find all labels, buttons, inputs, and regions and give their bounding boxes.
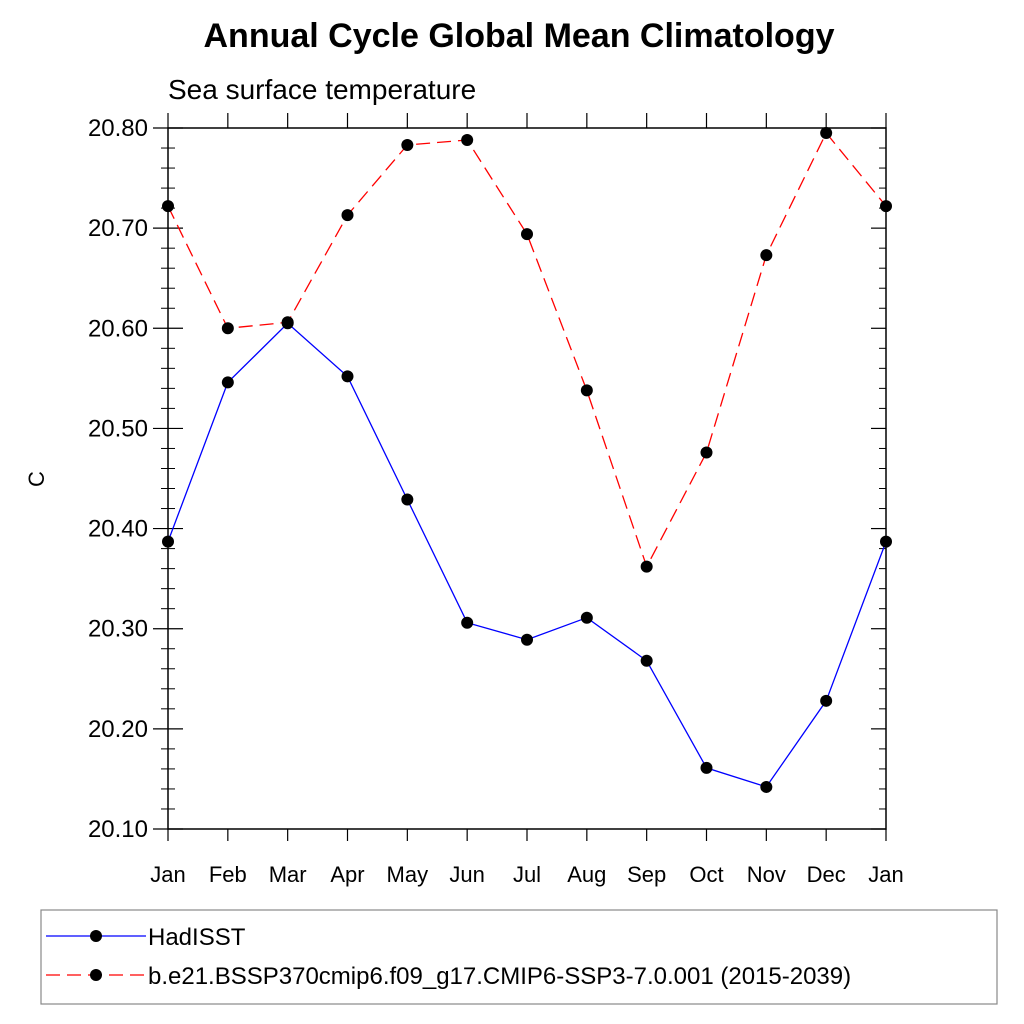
chart-title: Annual Cycle Global Mean Climatology <box>204 17 835 55</box>
series-layer <box>162 127 892 793</box>
legend-label-2: b.e21.BSSP370cmip6.f09_g17.CMIP6-SSP3-7.… <box>148 963 851 990</box>
x-tick-label: Jun <box>449 862 484 887</box>
x-tick-label: Oct <box>689 862 723 887</box>
y-tick-label: 20.80 <box>88 115 148 142</box>
x-tick-label: Aug <box>567 862 606 887</box>
series-line-1 <box>167 322 887 788</box>
legend-marker-1 <box>90 930 102 942</box>
series-2-point <box>221 322 234 335</box>
series-2-point <box>700 446 713 459</box>
chart-subtitle: Sea surface temperature <box>168 74 476 105</box>
y-tick-label: 20.60 <box>88 315 148 342</box>
series-1-point <box>820 694 833 707</box>
series-1-point <box>700 761 713 774</box>
series-1-point <box>341 370 354 383</box>
x-tick-label: Mar <box>269 862 307 887</box>
series-1-point <box>580 611 593 624</box>
series-1-point <box>760 780 773 793</box>
plot-frame <box>167 127 887 830</box>
series-1-point <box>461 616 474 629</box>
series-2-point <box>820 127 833 140</box>
x-tick-label: May <box>387 862 429 887</box>
series-2-point <box>760 249 773 262</box>
x-tick-label: Apr <box>330 862 364 887</box>
x-tick-labels: Jan Feb Mar Apr May Jun Jul Aug Sep Oct Nov Dec Jan <box>150 862 903 887</box>
legend: HadISST b.e21.BSSP370cmip6.f09_g17.CMIP6-… <box>40 909 998 1005</box>
series-1-point <box>640 654 653 667</box>
y-tick-label: 20.20 <box>88 716 148 743</box>
y-tick-label: 20.70 <box>88 215 148 242</box>
series-1-point <box>401 493 414 506</box>
series-2-point <box>401 139 414 152</box>
legend-marker-2 <box>90 969 102 981</box>
legend-box <box>40 909 998 1005</box>
y-tick-labels: 20.10 20.20 20.30 20.40 20.50 20.60 20.70 20.80 <box>88 115 148 843</box>
series-2-point <box>281 316 294 329</box>
legend-label-1: HadISST <box>148 924 246 951</box>
x-tick-label: Dec <box>807 862 846 887</box>
y-tick-label: 20.40 <box>88 516 148 543</box>
series-2-point <box>640 560 653 573</box>
y-axis-label: C <box>24 471 49 487</box>
series-1-point <box>521 633 533 646</box>
series-2-point <box>341 209 354 222</box>
x-tick-label: Jan <box>868 862 903 887</box>
y-tick-label: 20.50 <box>88 415 148 442</box>
x-tick-label: Nov <box>747 862 786 887</box>
y-tick-label: 20.10 <box>88 816 148 843</box>
series-1-point <box>221 376 234 389</box>
y-tick-label: 20.30 <box>88 616 148 643</box>
series-line-2 <box>167 131 887 569</box>
series-2-point <box>580 384 593 397</box>
series-2-point <box>521 228 533 241</box>
x-tick-label: Sep <box>627 862 666 887</box>
x-tick-label: Jul <box>513 862 541 887</box>
x-tick-label: Jan <box>150 862 185 887</box>
series-2-point <box>461 134 474 147</box>
x-tick-label: Feb <box>209 862 247 887</box>
